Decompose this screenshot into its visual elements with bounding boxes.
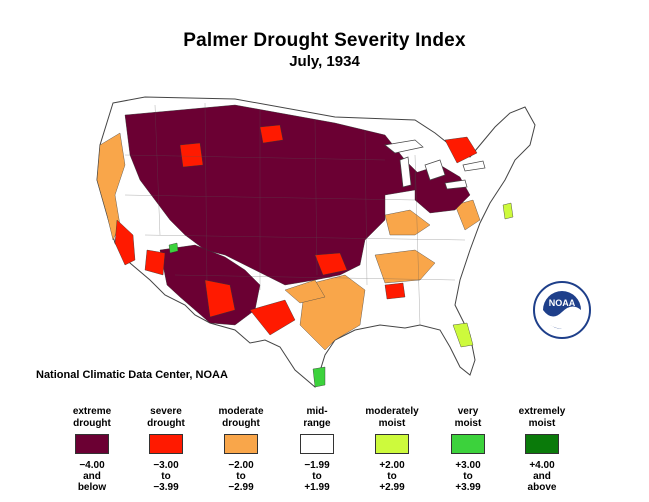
legend-range-line: above: [527, 482, 557, 493]
credit-text: National Climatic Data Center, NOAA: [36, 369, 228, 381]
map-subtitle: July, 1934: [289, 53, 360, 70]
legend-label-line: drought: [147, 418, 185, 429]
legend-label-line: moist: [378, 418, 406, 429]
legend-label-line: very: [457, 406, 479, 417]
legend-item-extremely-moist: extremely moist +4.00 and above: [502, 404, 582, 493]
legend-range-line: −2.99: [228, 482, 254, 493]
legend-swatch: [300, 434, 334, 454]
legend-range-line: +2.99: [379, 482, 405, 493]
legend-range-line: −3.00: [153, 460, 179, 471]
legend-swatch: [525, 434, 559, 454]
legend-label-line: moderately: [365, 406, 419, 417]
legend-range-line: +1.99: [304, 482, 330, 493]
legend-range-line: to: [236, 471, 246, 482]
legend-item-mid-range: mid- range −1.99 to +1.99: [277, 404, 357, 493]
legend-swatch: [375, 434, 409, 454]
legend-range-line: to: [387, 471, 397, 482]
severe-drought-regions: [114, 124, 478, 336]
noaa-logo: NOAA: [532, 280, 592, 345]
legend-label-line: extreme: [72, 406, 112, 417]
legend-label-line: drought: [222, 418, 260, 429]
legend-item-extreme-drought: extreme drought −4.00 and below: [52, 404, 132, 493]
very-moist-region: [312, 366, 326, 388]
legend-swatch: [75, 434, 109, 454]
legend-label-line: drought: [73, 418, 111, 429]
legend-label-line: moderate: [218, 406, 264, 417]
legend-label-line: severe: [150, 406, 182, 417]
legend-range-line: +3.00: [455, 460, 481, 471]
legend-range-line: and: [533, 471, 551, 482]
noaa-logo-text: NOAA: [549, 298, 576, 308]
legend-range-line: to: [312, 471, 322, 482]
legend-item-moderate-drought: moderate drought −2.00 to −2.99: [201, 404, 281, 493]
state-boundaries: [124, 102, 466, 326]
legend-item-severe-drought: severe drought −3.00 to −3.99: [126, 404, 206, 493]
legend-range-line: +3.99: [455, 482, 481, 493]
map-title: Palmer Drought Severity Index: [183, 30, 466, 51]
legend-label-line: range: [303, 418, 331, 429]
moderately-moist-region: [452, 322, 474, 348]
legend-label-line: moist: [528, 418, 556, 429]
legend-range-line: +4.00: [529, 460, 555, 471]
moderately-moist-region: [502, 202, 514, 220]
drought-map: [96, 96, 536, 388]
legend-swatch: [224, 434, 258, 454]
legend-swatch: [451, 434, 485, 454]
great-lakes: [384, 139, 486, 190]
legend-range-line: −1.99: [304, 460, 330, 471]
legend-range-line: −2.00: [228, 460, 254, 471]
legend-range-line: below: [77, 482, 107, 493]
very-moist-region: [168, 242, 179, 254]
legend-swatch: [149, 434, 183, 454]
legend-item-moderately-moist: moderately moist +2.00 to +2.99: [352, 404, 432, 493]
legend-range-line: −3.99: [153, 482, 179, 493]
moderate-drought-regions: [96, 132, 481, 351]
legend-range-line: −4.00: [79, 460, 105, 471]
legend-label-line: mid-: [306, 406, 328, 417]
legend-range-line: to: [463, 471, 473, 482]
legend-range-line: to: [161, 471, 171, 482]
legend-range-line: +2.00: [379, 460, 405, 471]
legend-item-very-moist: very moist +3.00 to +3.99: [428, 404, 508, 493]
noaa-logo-icon: NOAA: [533, 281, 591, 339]
legend-label-line: extremely: [518, 406, 566, 417]
legend-range-line: and: [83, 471, 101, 482]
legend-label-line: moist: [454, 418, 482, 429]
